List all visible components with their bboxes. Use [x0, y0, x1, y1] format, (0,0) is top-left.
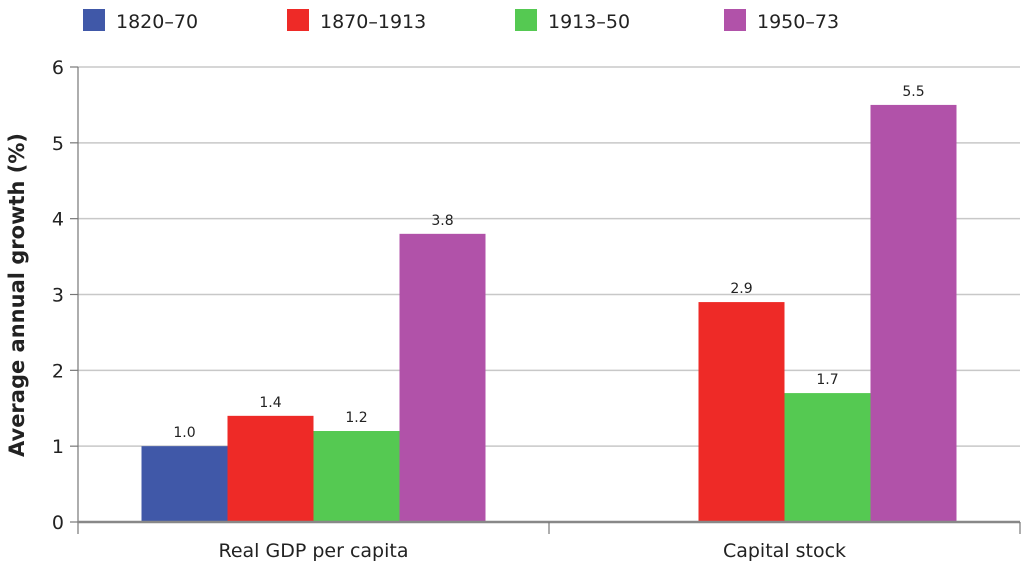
- data-label: 1.2: [345, 410, 367, 426]
- data-label: 1.4: [259, 395, 281, 411]
- data-label: 3.8: [431, 213, 453, 229]
- y-tick-label: 1: [52, 436, 64, 458]
- bar: [313, 431, 400, 522]
- y-tick-label: 5: [52, 133, 64, 155]
- data-label: 1.0: [173, 425, 195, 441]
- bar: [141, 446, 228, 522]
- data-label: 5.5: [902, 84, 924, 100]
- legend-swatch: [724, 9, 746, 31]
- legend-label: 1870–1913: [320, 11, 426, 33]
- data-label: 1.7: [816, 372, 838, 388]
- data-label: 2.9: [730, 281, 752, 297]
- bar: [698, 302, 785, 522]
- bar: [227, 415, 314, 522]
- y-tick-label: 0: [52, 512, 64, 534]
- bar: [784, 393, 871, 522]
- x-tick-label: Real GDP per capita: [219, 540, 409, 562]
- legend-label: 1950–73: [757, 11, 839, 33]
- legend-label: 1913–50: [548, 11, 630, 33]
- x-tick-label: Capital stock: [723, 540, 846, 562]
- bar: [399, 233, 486, 523]
- legend-swatch: [515, 9, 537, 31]
- y-axis-label: Average annual growth (%): [5, 133, 29, 457]
- legend-swatch: [287, 9, 309, 31]
- y-tick-label: 3: [52, 285, 64, 307]
- y-tick-label: 2: [52, 360, 64, 382]
- legend-swatch: [83, 9, 105, 31]
- bar: [870, 104, 957, 523]
- y-tick-label: 4: [52, 209, 64, 231]
- legend-label: 1820–70: [116, 11, 198, 33]
- y-tick-label: 6: [52, 57, 64, 79]
